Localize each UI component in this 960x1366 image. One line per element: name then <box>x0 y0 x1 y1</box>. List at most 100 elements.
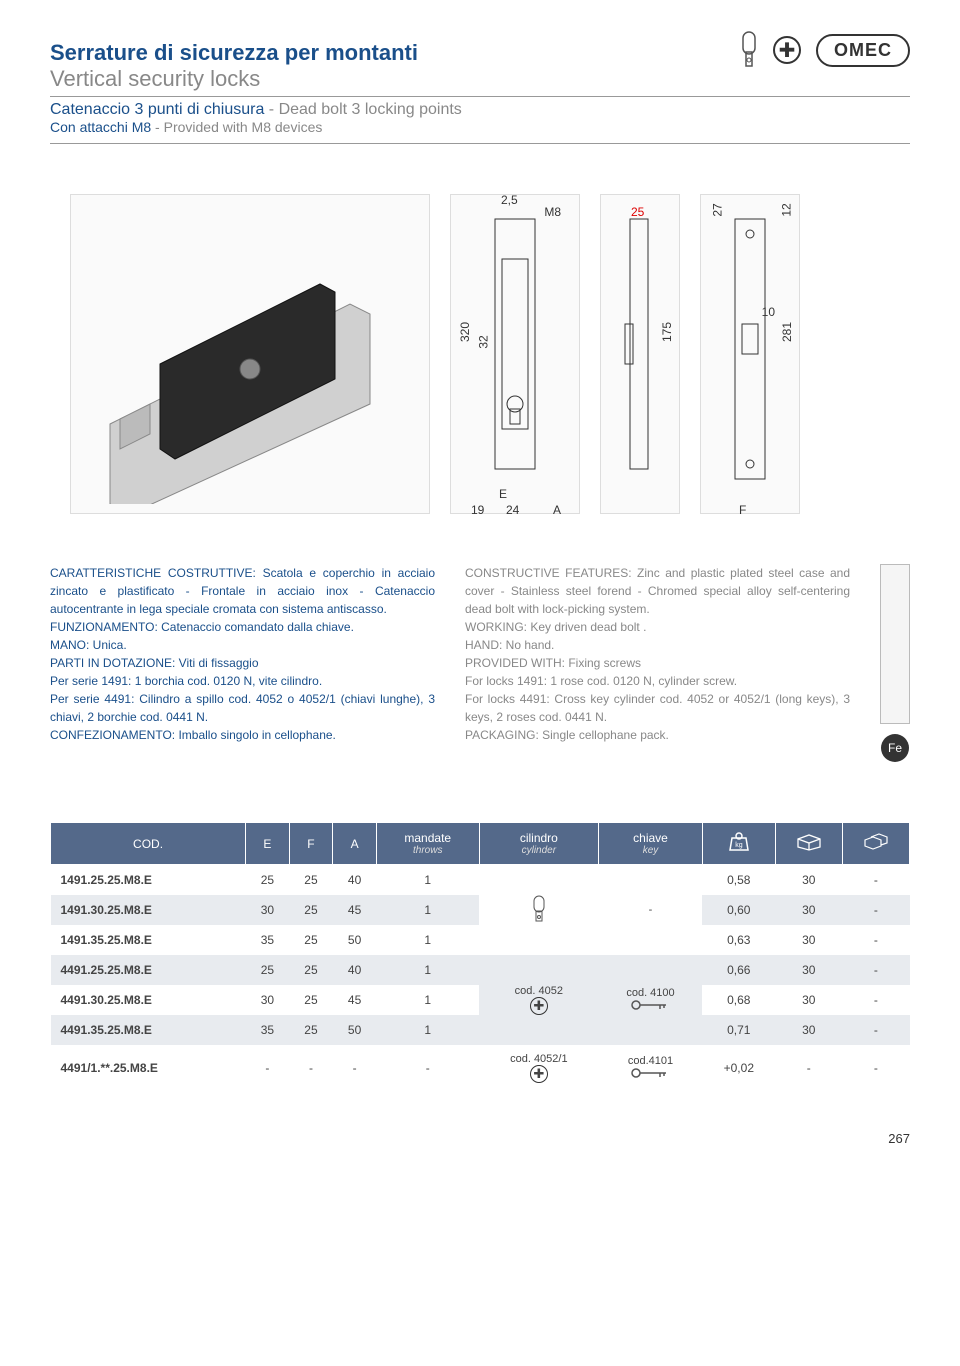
cell-e: 30 <box>246 985 290 1015</box>
cell-a: 40 <box>333 865 377 896</box>
subtitle-italian: Catenaccio 3 punti di chiusura <box>50 101 264 118</box>
cell-f: 25 <box>289 925 333 955</box>
th-chiave: chiavekey <box>599 823 703 865</box>
cell-a: 45 <box>333 985 377 1015</box>
brand-logo: OMEC <box>816 34 910 67</box>
cell-e: 35 <box>246 925 290 955</box>
cross-key-icon: ✚ <box>773 36 801 64</box>
feat-line: WORKING: Key driven dead bolt . <box>465 618 850 636</box>
feat-line: FUNZIONAMENTO: Catenaccio comandato dall… <box>50 618 435 636</box>
feat-line: CARATTERISTICHE COSTRUTTIVE: Scatola e c… <box>50 564 435 618</box>
cell-f: - <box>289 1045 333 1091</box>
feat-line: For locks 4491: Cross key cylinder cod. … <box>465 690 850 726</box>
cell-cilindro: cod. 4052✚ <box>479 955 599 1045</box>
cell-a: 40 <box>333 955 377 985</box>
cell-kg: 0,63 <box>702 925 775 955</box>
feat-line: MANO: Unica. <box>50 636 435 654</box>
cell-cod: 1491.25.25.M8.E <box>51 865 246 896</box>
dim-label: 32 <box>477 335 491 348</box>
box-icon <box>796 833 822 851</box>
cell-mandate: 1 <box>376 985 479 1015</box>
cell-multi: - <box>842 1015 909 1045</box>
cell-box: 30 <box>775 985 842 1015</box>
cell-f: 25 <box>289 985 333 1015</box>
cell-e: 25 <box>246 955 290 985</box>
table-row: 4491/1.**.25.M8.E - - - -cod. 4052/1✚cod… <box>51 1045 910 1091</box>
cell-mandate: 1 <box>376 925 479 955</box>
drawing-front: 2,5 M8 320 32 E 19 24 A <box>450 194 580 514</box>
cell-mandate: 1 <box>376 1015 479 1045</box>
th-a: A <box>333 823 377 865</box>
cell-a: - <box>333 1045 377 1091</box>
cell-box: 30 <box>775 925 842 955</box>
cell-cod: 4491.25.25.M8.E <box>51 955 246 985</box>
technical-drawings: 2,5 M8 320 32 E 19 24 A 25 175 27 <box>50 174 910 514</box>
cell-e: 35 <box>246 1015 290 1045</box>
cell-kg: 0,60 <box>702 895 775 925</box>
cell-multi: - <box>842 1045 909 1091</box>
cell-f: 25 <box>289 955 333 985</box>
cell-cod: 4491.35.25.M8.E <box>51 1015 246 1045</box>
cell-cilindro <box>479 865 599 956</box>
dim-label: A <box>553 503 561 517</box>
th-multibox <box>842 823 909 865</box>
dim-label: 24 <box>506 503 519 517</box>
table-row: 4491.25.25.M8.E 25 25 40 1cod. 4052✚cod.… <box>51 955 910 985</box>
cell-e: 25 <box>246 865 290 896</box>
logo-area: ✚ OMEC <box>740 30 910 70</box>
th-box <box>775 823 842 865</box>
cell-mandate: 1 <box>376 865 479 896</box>
cell-box: - <box>775 1045 842 1091</box>
th-cilindro: cilindrocylinder <box>479 823 599 865</box>
cell-cod: 4491.30.25.M8.E <box>51 985 246 1015</box>
cell-mandate: 1 <box>376 955 479 985</box>
cell-multi: - <box>842 985 909 1015</box>
features-section: CARATTERISTICHE COSTRUTTIVE: Scatola e c… <box>50 564 910 762</box>
dim-label: 2,5 <box>501 193 518 207</box>
dim-label: 320 <box>458 322 472 342</box>
cell-cod: 1491.30.25.M8.E <box>51 895 246 925</box>
feat-line: HAND: No hand. <box>465 636 850 654</box>
cell-box: 30 <box>775 955 842 985</box>
cell-multi: - <box>842 865 909 896</box>
subtitle2-english: - Provided with M8 devices <box>151 119 322 135</box>
cell-mandate: - <box>376 1045 479 1091</box>
cell-box: 30 <box>775 895 842 925</box>
cell-kg: 0,71 <box>702 1015 775 1045</box>
features-side: Fe <box>880 564 910 762</box>
cell-chiave: - <box>599 865 703 956</box>
fe-badge-icon: Fe <box>881 734 909 762</box>
feat-line: PACKAGING: Single cellophane pack. <box>465 726 850 744</box>
cell-box: 30 <box>775 1015 842 1045</box>
cell-kg: +0,02 <box>702 1045 775 1091</box>
weight-icon: kg <box>727 832 751 852</box>
drawing-isometric <box>70 194 430 514</box>
feat-line: For locks 1491: 1 rose cod. 0120 N, cyli… <box>465 672 850 690</box>
features-english: CONSTRUCTIVE FEATURES: Zinc and plastic … <box>465 564 850 762</box>
drawing-plate: 27 12 281 10 F <box>700 194 800 514</box>
feat-line: CONFEZIONAMENTO: Imballo singolo in cell… <box>50 726 435 744</box>
dim-label: 281 <box>780 322 794 342</box>
th-mandate: mandatethrows <box>376 823 479 865</box>
cell-f: 25 <box>289 865 333 896</box>
cell-multi: - <box>842 895 909 925</box>
cell-cilindro: cod. 4052/1✚ <box>479 1045 599 1091</box>
cell-multi: - <box>842 925 909 955</box>
cell-a: 50 <box>333 925 377 955</box>
cell-e: - <box>246 1045 290 1091</box>
dim-label: 12 <box>779 203 793 216</box>
cell-cod: 1491.35.25.M8.E <box>51 925 246 955</box>
cell-a: 50 <box>333 1015 377 1045</box>
cell-f: 25 <box>289 1015 333 1045</box>
dim-label: M8 <box>544 205 561 219</box>
cell-e: 30 <box>246 895 290 925</box>
cell-chiave: cod.4101 <box>599 1045 703 1091</box>
cell-mandate: 1 <box>376 895 479 925</box>
th-cod: COD. <box>51 823 246 865</box>
cell-f: 25 <box>289 895 333 925</box>
dim-label: E <box>499 487 507 501</box>
th-e: E <box>246 823 290 865</box>
table-row: 1491.25.25.M8.E 25 25 40 1-0,58 30 - <box>51 865 910 896</box>
features-italian: CARATTERISTICHE COSTRUTTIVE: Scatola e c… <box>50 564 435 762</box>
cell-box: 30 <box>775 865 842 896</box>
